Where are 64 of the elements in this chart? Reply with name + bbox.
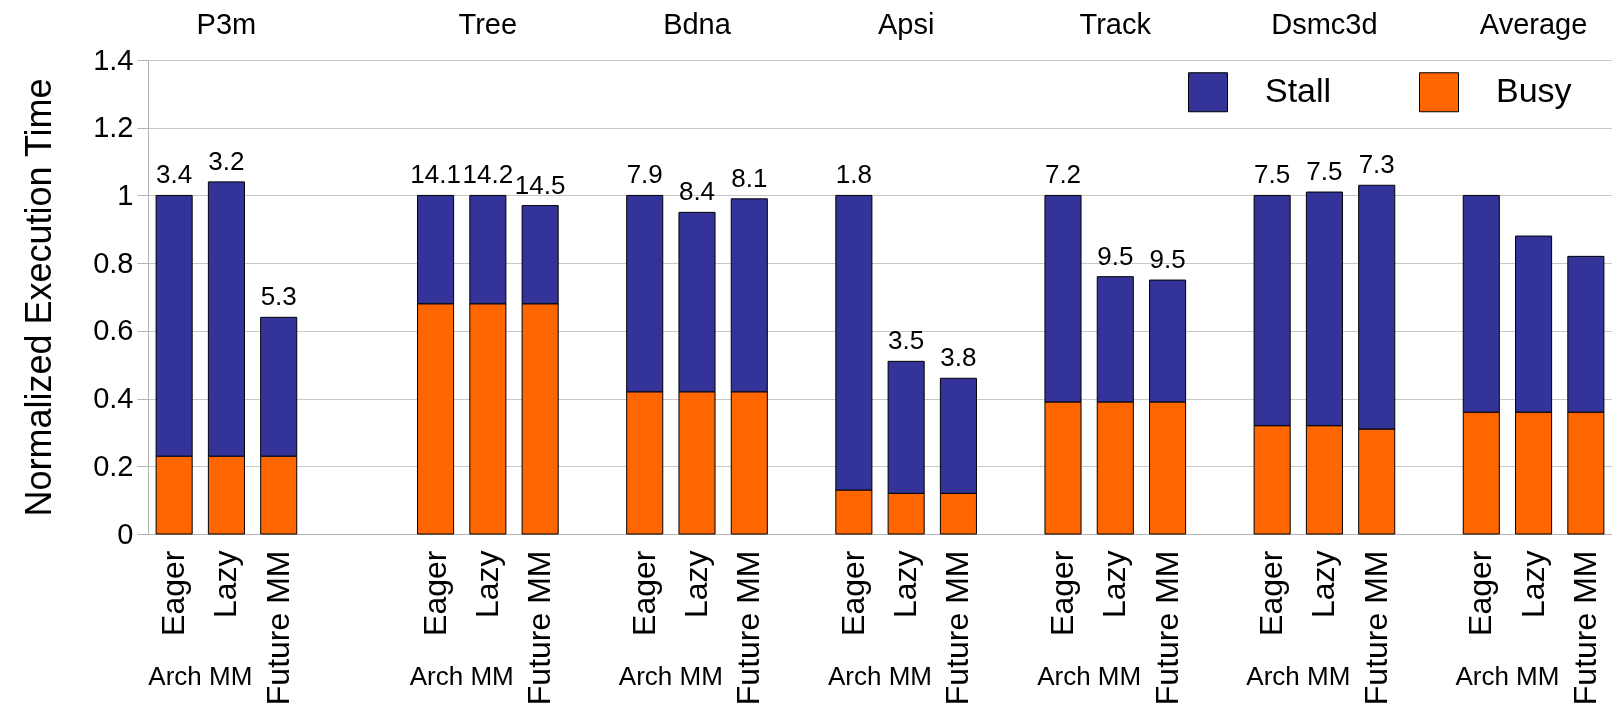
annotation: 9.5 xyxy=(1149,244,1186,275)
legend-label: Stall xyxy=(1265,71,1332,110)
text: Arch MM xyxy=(618,661,723,691)
x-tick-label: Future MM xyxy=(730,550,767,706)
annotation: 9.5 xyxy=(1097,240,1134,271)
y-tick-label: 1 xyxy=(117,178,134,211)
text: Apsi xyxy=(877,8,935,40)
annotation: 3.4 xyxy=(156,159,193,190)
y-tick-label: 0.6 xyxy=(93,314,134,347)
text: Track xyxy=(1079,8,1152,40)
y-tick-label: 1.2 xyxy=(93,111,134,144)
x-tick-label: Future MM xyxy=(1357,550,1394,706)
x-tick-label: Lazy xyxy=(1305,550,1342,619)
x-tick-label: Future MM xyxy=(1566,550,1603,706)
x-tick-label: Future MM xyxy=(521,550,558,706)
annotation: 7.3 xyxy=(1358,149,1395,180)
x-tick-label: Lazy xyxy=(207,550,244,619)
annotation: 7.5 xyxy=(1306,156,1343,187)
y-tick-label: 0 xyxy=(117,517,134,550)
x-tick-label: Eager xyxy=(1253,550,1290,636)
y-tick-label: 0.2 xyxy=(93,449,134,482)
text: Arch MM xyxy=(148,661,253,691)
x-tick-label: Eager xyxy=(1462,550,1499,636)
text: Dsmc3d xyxy=(1271,8,1378,40)
y-axis-title: Normalized Execution Time xyxy=(18,78,60,517)
text: Tree xyxy=(458,8,518,40)
y-tick-label: 1.4 xyxy=(93,43,134,76)
x-tick-label: Eager xyxy=(416,550,453,636)
annotation: 3.2 xyxy=(208,145,245,176)
annotation: 3.8 xyxy=(940,342,977,373)
annotation: 7.5 xyxy=(1254,159,1291,190)
x-tick-label: Future MM xyxy=(259,550,296,706)
x-tick-label: Eager xyxy=(625,550,662,636)
text: Arch MM xyxy=(828,661,932,691)
annotation: 1.8 xyxy=(835,159,872,190)
text: Average xyxy=(1479,8,1588,40)
x-tick-label: Lazy xyxy=(887,550,924,619)
annotation: 8.4 xyxy=(678,176,716,207)
x-tick-label: Future MM xyxy=(1148,550,1185,706)
text: Arch MM xyxy=(1037,661,1142,691)
x-tick-label: Lazy xyxy=(1096,550,1133,619)
x-tick-label: Future MM xyxy=(939,550,976,706)
x-tick-label: Eager xyxy=(1044,550,1080,636)
annotation: 5.3 xyxy=(260,281,297,312)
text: Arch MM xyxy=(1455,661,1560,691)
annotation: 8.1 xyxy=(731,162,768,193)
x-tick-label: Lazy xyxy=(1514,550,1551,619)
text: P3m xyxy=(196,8,257,40)
text: Arch MM xyxy=(409,661,514,691)
x-tick-label: Lazy xyxy=(468,550,505,619)
annotation: 3.5 xyxy=(888,325,925,356)
annotation: 14.5 xyxy=(514,169,566,200)
annotation: 14.1 xyxy=(410,159,461,190)
x-tick-label: Lazy xyxy=(678,550,714,619)
text: Arch MM xyxy=(1246,661,1351,691)
y-tick-label: 0.8 xyxy=(93,246,134,279)
annotation: 7.2 xyxy=(1044,159,1082,190)
legend-label: Busy xyxy=(1496,71,1572,110)
annotation: 14.2 xyxy=(462,159,514,190)
text: Bdna xyxy=(663,8,732,40)
annotation: 7.9 xyxy=(626,159,663,190)
y-tick-label: 0.4 xyxy=(93,382,134,415)
x-tick-label: Eager xyxy=(834,550,871,636)
x-tick-label: Eager xyxy=(155,550,192,636)
